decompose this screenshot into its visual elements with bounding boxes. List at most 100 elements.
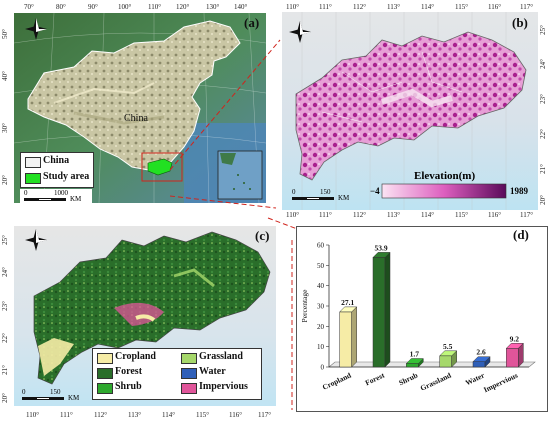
panel-b-x-tick: 115° — [455, 3, 469, 11]
panel-d: (d) 0 10 20 30 40 50 60 Percentage 27.1 Cropland 5… — [296, 226, 548, 412]
panel-c-letter: (c) — [255, 228, 270, 243]
legend-label-cropland: Cropland — [115, 351, 156, 362]
panel-c-x-tick: 112° — [94, 411, 108, 419]
panel-d-letter: (d) — [513, 227, 529, 242]
bar-value-label: 9.2 — [510, 334, 520, 343]
panel-a-legend: China Study area — [20, 152, 94, 188]
bar-cropland — [339, 311, 352, 368]
panel-c-x-tick: 116° — [229, 411, 243, 419]
scale-value: 150 — [50, 388, 61, 396]
legend-swatch-grassland — [181, 353, 197, 364]
panel-b-x-tick: 111° — [319, 3, 332, 11]
category-label: Impervious — [482, 371, 519, 395]
panel-b-y-tick: 22° — [538, 129, 547, 139]
panel-c-y-tick: 21° — [0, 365, 9, 375]
bar-shrub — [406, 363, 419, 368]
panel-c-y-tick: 22° — [0, 333, 9, 343]
bar-value-label: 1.7 — [410, 350, 420, 359]
y-axis-label: Percentage — [300, 289, 309, 323]
panel-c-y-tick: 25° — [0, 235, 9, 245]
y-tick-label: 30 — [317, 303, 325, 311]
panel-a-scale-bar: 0 1000 KM — [20, 189, 92, 205]
panel-c-x-tick: 113° — [128, 411, 142, 419]
bar-top — [372, 252, 391, 258]
bar-side — [384, 251, 391, 368]
panel-a-x-tick: 110° — [148, 3, 162, 11]
panel-b-bottom-tick: 110° — [286, 211, 300, 219]
legend-swatch-forest — [97, 368, 113, 379]
panel-b-x-tick: 110° — [286, 3, 300, 11]
panel-c-x-tick: 117° — [258, 411, 272, 419]
legend-swatch-china — [25, 157, 41, 168]
panel-b-y-tick: 25° — [538, 25, 547, 35]
legend-label-impervious: Impervious — [199, 381, 248, 392]
bar-value-label: 2.6 — [476, 348, 486, 357]
panel-c-y-tick: 24° — [0, 267, 9, 277]
category-label: Forest — [364, 370, 387, 387]
scale-zero: 0 — [292, 188, 296, 196]
panel-b-x-tick: 114° — [421, 3, 435, 11]
y-tick-label: 10 — [317, 343, 325, 351]
y-tick-label: 0 — [321, 364, 325, 372]
panel-b-scale-bar: 0 150 KM — [290, 188, 362, 204]
chart-floor — [328, 361, 536, 368]
y-tick-label: 50 — [317, 262, 325, 270]
category-label: Cropland — [321, 370, 353, 391]
panel-a-x-tick: 70° — [24, 3, 34, 11]
scale-unit: KM — [338, 194, 350, 202]
panel-b-x-tick: 113° — [387, 3, 401, 11]
panel-a-x-tick: 140° — [234, 3, 248, 11]
panel-b-y-tick: 21° — [538, 164, 547, 174]
panel-c: 25° 24° 23° 22° 21° 20° — [0, 222, 282, 423]
panel-a-x-tick: 90° — [88, 3, 98, 11]
scale-zero: 0 — [22, 388, 26, 396]
panel-c-legend: Cropland Grassland Forest Water Shrub Im… — [92, 348, 262, 400]
category-label: Shrub — [397, 371, 419, 388]
legend-swatch-shrub — [97, 383, 113, 394]
bar-value-label: 5.5 — [443, 342, 453, 351]
scale-unit: KM — [68, 394, 80, 402]
legend-swatch-impervious — [181, 383, 197, 394]
panel-c-x-tick: 110° — [26, 411, 40, 419]
panel-c-x-tick: 114° — [162, 411, 176, 419]
legend-label-china: China — [43, 155, 70, 166]
panel-a-y-tick: 20° — [0, 175, 9, 185]
legend-label-shrub: Shrub — [115, 381, 142, 392]
panel-c-x-tick: 115° — [196, 411, 210, 419]
bar-top — [472, 356, 491, 362]
bar-impervious — [506, 348, 519, 368]
panel-a-y-tick: 30° — [0, 123, 9, 133]
panel-b-bottom-tick: 111° — [319, 211, 332, 219]
scale-unit: KM — [70, 195, 82, 203]
bar-chart: 0 10 20 30 40 50 60 Percentage 27.1 Cropland 53.9 F… — [300, 242, 536, 395]
scale-value: 150 — [320, 188, 331, 196]
bar-top — [339, 306, 358, 313]
elevation-max: 1989 — [510, 186, 528, 196]
panel-b-bottom-tick: 112° — [353, 211, 367, 219]
compass-icon — [289, 21, 311, 43]
bar-water — [472, 361, 486, 368]
bar-top — [439, 350, 458, 357]
legend-swatch-cropland — [97, 353, 113, 364]
panel-a-letter: (a) — [244, 15, 260, 30]
country-label: China — [124, 113, 148, 124]
panel-b-bottom-tick: 116° — [488, 211, 502, 219]
panel-b-y-tick: 23° — [538, 94, 547, 104]
bar-side — [351, 306, 357, 368]
bar-value-label: 53.9 — [374, 243, 387, 252]
guangdong-elevation-outline — [295, 31, 527, 181]
y-tick-label: 60 — [317, 242, 325, 250]
scale-value: 1000 — [54, 189, 68, 197]
panel-b-bottom-tick: 117° — [520, 211, 534, 219]
bar-top — [405, 358, 424, 364]
legend-swatch-water — [181, 368, 197, 379]
panel-b-y-tick: 24° — [538, 59, 547, 69]
panel-a-y-tick: 40° — [0, 71, 9, 81]
legend-swatch-study-area — [25, 173, 41, 184]
elevation-colorbar — [381, 183, 507, 199]
legend-label-forest: Forest — [115, 366, 143, 377]
panel-c-scale-bar: 0 150 KM — [20, 388, 92, 404]
legend-label-grassland: Grassland — [199, 351, 243, 362]
elevation-min: −4 — [370, 186, 380, 196]
